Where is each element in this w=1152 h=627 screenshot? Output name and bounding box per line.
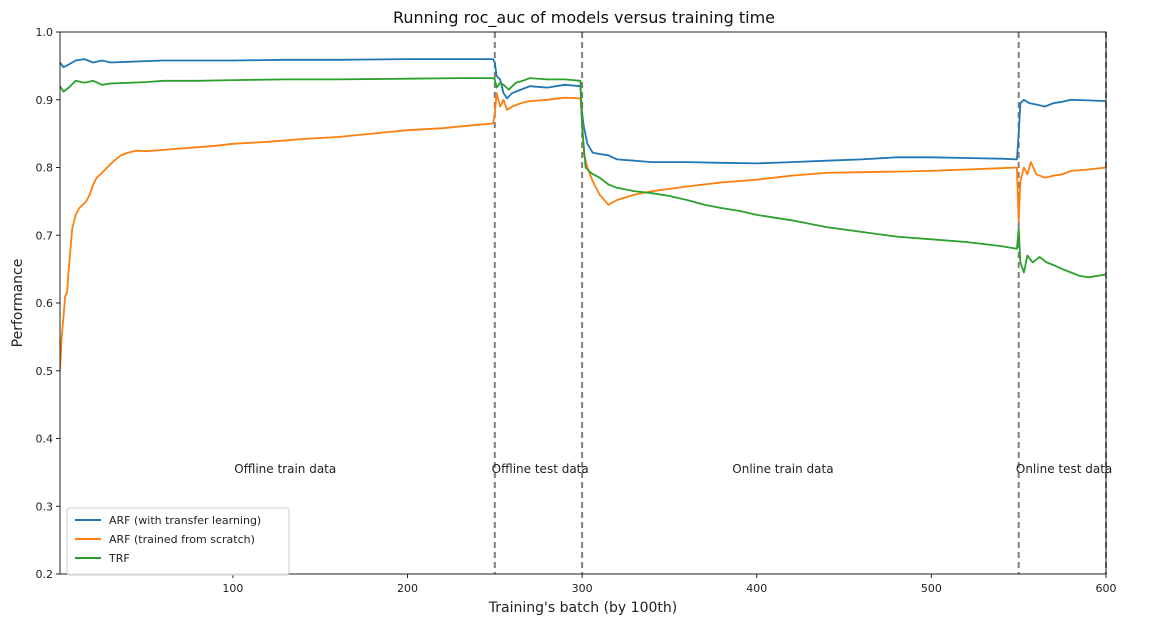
y-tick-label-0: 0.2: [36, 568, 54, 581]
section-dividers: [493, 32, 1107, 574]
y-tick-label-5: 0.7: [36, 229, 54, 242]
x-tick-label-1: 200: [397, 582, 418, 595]
section-label-2: Online train data: [732, 462, 833, 476]
series-line-1: [60, 92, 1106, 371]
legend-box: [66, 507, 290, 576]
section-annotations: Offline train data Offline test data Onlin…: [234, 462, 1112, 476]
x-tick-label-4: 500: [921, 582, 942, 595]
section-label-1: Offline test data: [492, 462, 589, 476]
x-tick-label-5: 600: [1096, 582, 1117, 595]
y-axis-title: Performance: [10, 259, 26, 348]
legend-label-1: ARF (trained from scratch): [109, 533, 255, 546]
x-tick-label-0: 100: [222, 582, 243, 595]
y-tick-label-1: 0.3: [36, 500, 54, 513]
chart-title: Running roc_auc of models versus trainin…: [393, 8, 775, 28]
x-axis-title: Training's batch (by 100th): [488, 600, 677, 616]
y-tick-label-6: 0.8: [36, 162, 54, 175]
y-tick-label-3: 0.5: [36, 365, 54, 378]
y-tick-label-2: 0.4: [36, 433, 54, 446]
series-line-2: [60, 77, 1106, 279]
y-tick-label-4: 0.6: [36, 297, 54, 310]
section-label-3: Online test data: [1016, 462, 1112, 476]
legend-label-0: ARF (with transfer learning): [109, 514, 261, 527]
series-layer: [60, 58, 1106, 371]
y-axis: 0.2 0.3 0.4 0.5 0.6 0.7 0.8 0.9 1.0: [36, 26, 60, 581]
legend: ARF (with transfer learning) ARF (trained…: [66, 507, 290, 576]
y-tick-label-7: 0.9: [36, 94, 54, 107]
section-label-0: Offline train data: [234, 462, 336, 476]
x-tick-label-2: 300: [572, 582, 593, 595]
x-axis: 100 200 300 400 500 600: [222, 574, 1117, 595]
y-tick-label-8: 1.0: [36, 26, 54, 39]
x-tick-label-3: 400: [746, 582, 767, 595]
legend-label-2: TRF: [108, 552, 130, 565]
